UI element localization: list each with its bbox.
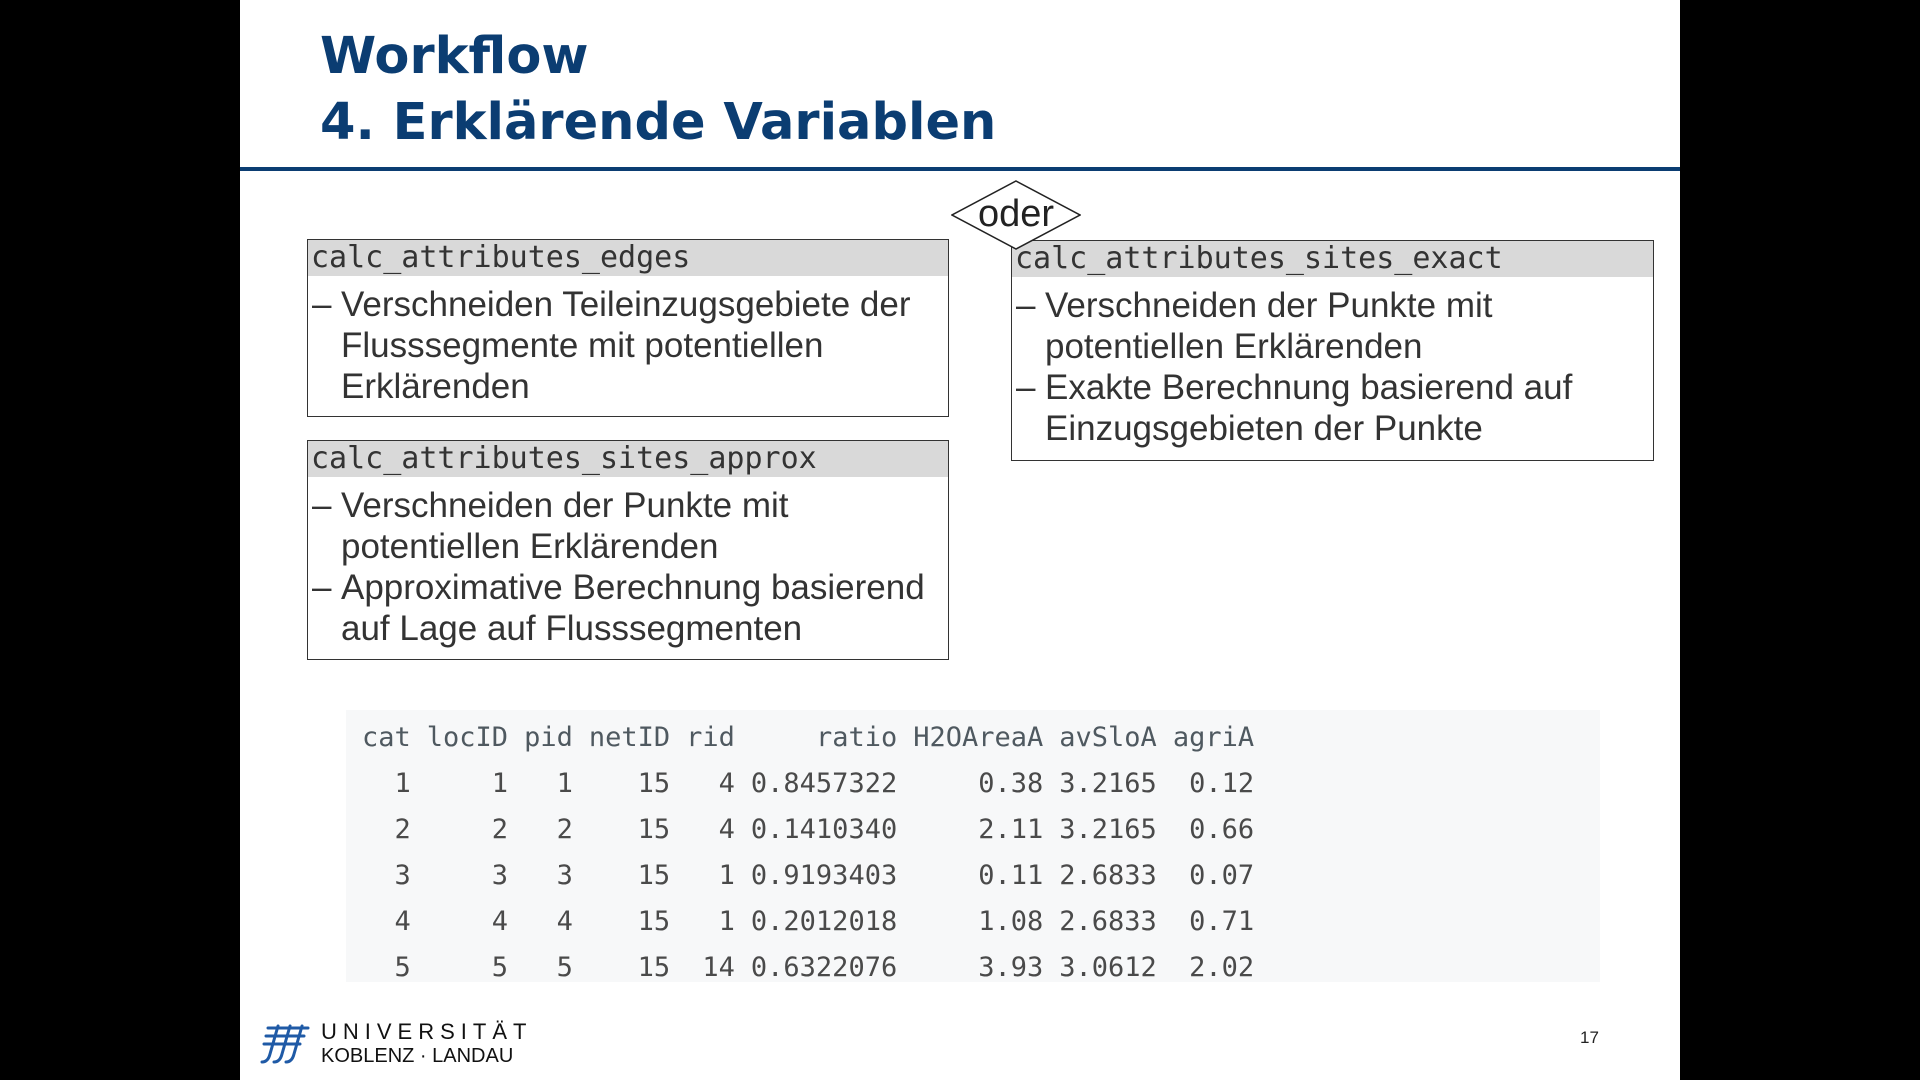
table-cell: 3.93 xyxy=(978,951,1044,983)
table-row: 1 1 1 15 4 0.8457322 0.38 3.2165 0.12 xyxy=(354,760,1262,806)
university-logo: UNIVERSITÄT KOBLENZ · LANDAU xyxy=(260,1020,526,1068)
table-cell: 1 xyxy=(394,767,411,799)
function-name-approx: calc_attributes_sites_approx xyxy=(308,441,948,477)
table-cell: 1 xyxy=(491,767,509,799)
slide: Workflow 4. Erklärende Variablen calc_at… xyxy=(240,0,1680,1080)
table-cell: 0.6322076 xyxy=(750,951,898,983)
column-header: avSloA xyxy=(1059,721,1157,753)
bullet-text: Approximative Berechnung basierend auf L… xyxy=(341,568,925,648)
bullet-marker: – xyxy=(312,285,332,324)
slide-title: Workflow 4. Erklärende Variablen xyxy=(320,24,996,156)
table-cell: 4 xyxy=(556,905,573,937)
table-cell: 4 xyxy=(491,905,509,937)
table-cell: 0.66 xyxy=(1189,813,1255,845)
bullet-text: Verschneiden Teileinzugsgebiete der Flus… xyxy=(341,285,911,406)
logo-text-location: KOBLENZ · LANDAU xyxy=(321,1045,514,1067)
table-cell: 15 xyxy=(637,905,671,937)
title-line-2: 4. Erklärende Variablen xyxy=(320,93,997,152)
table-cell: 0.11 xyxy=(978,859,1044,891)
table-cell: 0.71 xyxy=(1189,905,1255,937)
table-cell: 2.6833 xyxy=(1059,859,1157,891)
table-cell: 15 xyxy=(637,859,671,891)
table-cell: 15 xyxy=(637,813,671,845)
column-header: locID xyxy=(426,721,509,753)
table-cell: 1.08 xyxy=(978,905,1044,937)
table-row: 5 5 5 15 14 0.6322076 3.93 3.0612 2.02 xyxy=(354,944,1262,990)
bullet-marker: – xyxy=(1016,286,1036,325)
table-cell: 5 xyxy=(394,951,411,983)
column-header: pid xyxy=(524,721,573,753)
table-cell: 1 xyxy=(718,859,735,891)
table-cell: 15 xyxy=(637,767,671,799)
title-line-1: Workflow xyxy=(320,27,589,86)
table-cell: 3 xyxy=(491,859,509,891)
table-cell: 2.11 xyxy=(978,813,1044,845)
table-header-row: cat locID pid netID rid ratio H2OAreaA a… xyxy=(354,714,1262,760)
table-row: 3 3 3 15 1 0.9193403 0.11 2.6833 0.07 xyxy=(354,852,1262,898)
diamond-shape xyxy=(951,180,1081,250)
function-box-exact: calc_attributes_sites_exact – Verschneide… xyxy=(1011,240,1654,461)
bullet-text: Verschneiden der Punkte mit potentiellen… xyxy=(1045,286,1493,366)
bullet-list-edges: – Verschneiden Teileinzugsgebiete der Flu… xyxy=(308,276,948,407)
function-box-approx: calc_attributes_sites_approx – Verschneid… xyxy=(307,440,949,660)
table-cell: 4 xyxy=(718,813,735,845)
table-cell: 0.07 xyxy=(1189,859,1255,891)
bullet-list-approx: – Verschneiden der Punkte mit potentielle… xyxy=(308,477,948,649)
university-emblem-icon xyxy=(260,1024,310,1064)
column-header: H2OAreaA xyxy=(913,721,1044,753)
oder-label: oder xyxy=(977,193,1055,235)
table-cell: 4 xyxy=(718,767,735,799)
bullet-marker: – xyxy=(312,568,332,607)
table-cell: 3 xyxy=(394,859,411,891)
table-cell: 2 xyxy=(556,813,573,845)
bullet-marker: – xyxy=(312,486,332,525)
table-cell: 0.8457322 xyxy=(750,767,898,799)
table-row: 4 4 4 15 1 0.2012018 1.08 2.6833 0.71 xyxy=(354,898,1262,944)
attribute-table-panel: cat locID pid netID rid ratio H2OAreaA a… xyxy=(346,710,1600,983)
table-cell: 1 xyxy=(718,905,735,937)
table-cell: 4 xyxy=(394,905,411,937)
bullet-item: – Verschneiden Teileinzugsgebiete der Flu… xyxy=(308,284,948,407)
bullet-item: – Verschneiden der Punkte mit potentielle… xyxy=(308,485,948,567)
table-cell: 0.38 xyxy=(978,767,1044,799)
table-cell: 15 xyxy=(637,951,671,983)
bullet-text: Verschneiden der Punkte mit potentiellen… xyxy=(341,486,789,566)
table-cell: 2 xyxy=(394,813,411,845)
bullet-item: – Approximative Berechnung basierend auf … xyxy=(308,567,948,649)
column-header: netID xyxy=(588,721,671,753)
table-cell: 0.1410340 xyxy=(750,813,898,845)
bullet-marker: – xyxy=(1016,368,1036,407)
column-header: ratio xyxy=(815,721,898,753)
oder-connector: oder xyxy=(951,180,1081,250)
table-cell: 3.0612 xyxy=(1059,951,1157,983)
logo-text-university: UNIVERSITÄT xyxy=(321,1019,533,1044)
function-box-edges: calc_attributes_edges – Verschneiden Teil… xyxy=(307,239,949,417)
table-cell: 5 xyxy=(556,951,573,983)
bullet-item: – Exakte Berechnung basierend auf Einzugs… xyxy=(1012,367,1653,449)
table-cell: 5 xyxy=(491,951,509,983)
table-cell: 2.02 xyxy=(1189,951,1255,983)
page-number: 17 xyxy=(1580,1028,1599,1047)
table-cell: 3.2165 xyxy=(1059,767,1157,799)
function-name-edges: calc_attributes_edges xyxy=(308,240,948,276)
table-cell: 0.9193403 xyxy=(750,859,898,891)
bullet-text: Exakte Berechnung basierend auf Einzugsg… xyxy=(1045,368,1573,448)
table-cell: 2.6833 xyxy=(1059,905,1157,937)
function-name-exact: calc_attributes_sites_exact xyxy=(1012,241,1653,277)
attribute-table: cat locID pid netID rid ratio H2OAreaA a… xyxy=(354,714,1262,990)
title-divider xyxy=(240,167,1680,171)
column-header: rid xyxy=(686,721,735,753)
table-cell: 1 xyxy=(556,767,573,799)
table-cell: 3 xyxy=(556,859,573,891)
column-header: agriA xyxy=(1172,721,1255,753)
table-cell: 14 xyxy=(702,951,735,983)
table-cell: 2 xyxy=(491,813,509,845)
column-header: cat xyxy=(362,721,411,753)
bullet-item: – Verschneiden der Punkte mit potentielle… xyxy=(1012,285,1653,367)
table-cell: 3.2165 xyxy=(1059,813,1157,845)
table-row: 2 2 2 15 4 0.1410340 2.11 3.2165 0.66 xyxy=(354,806,1262,852)
bullet-list-exact: – Verschneiden der Punkte mit potentielle… xyxy=(1012,277,1653,449)
table-cell: 0.12 xyxy=(1189,767,1255,799)
table-cell: 0.2012018 xyxy=(750,905,898,937)
